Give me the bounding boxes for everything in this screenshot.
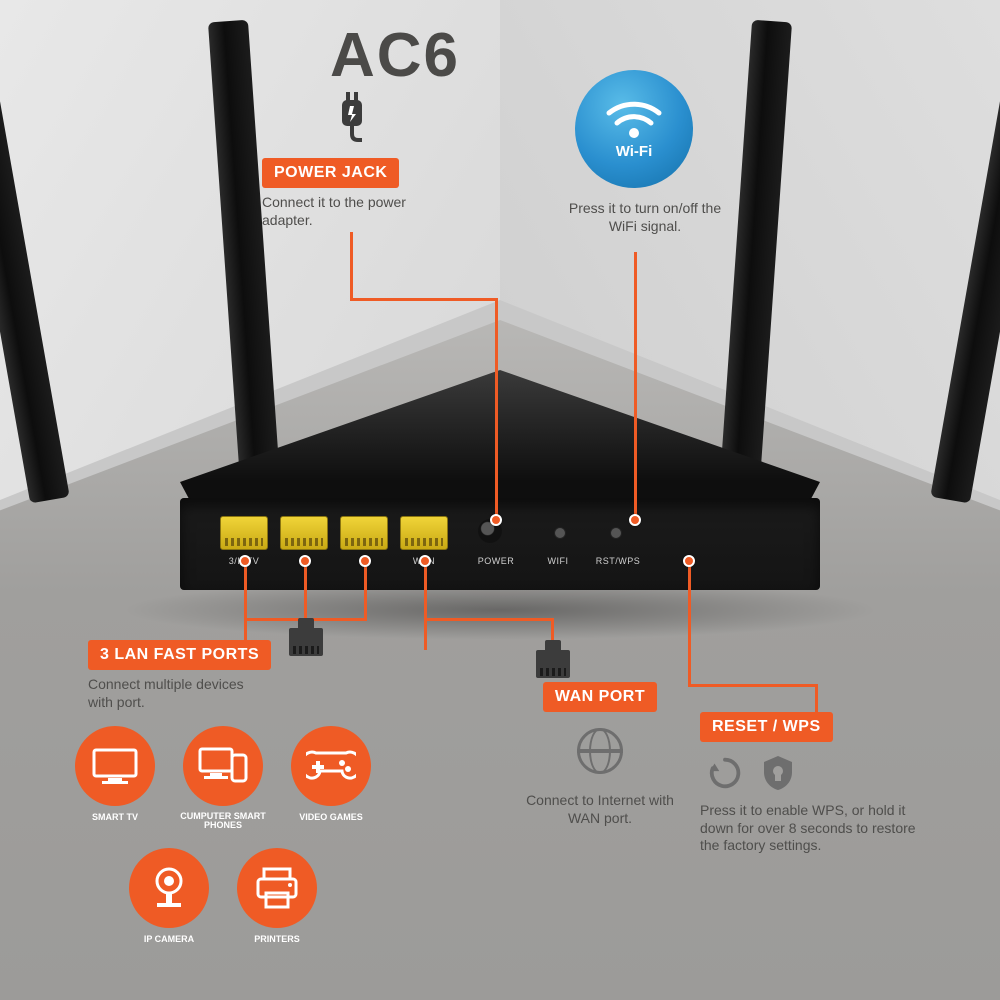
lan-callout: 3 LAN FAST PORTS Connect multiple device… bbox=[88, 640, 348, 711]
dot-lan1 bbox=[359, 555, 371, 567]
lbl-rst: RST/WPS bbox=[590, 556, 646, 566]
line-wan-h bbox=[424, 618, 554, 621]
dev-video-games: VIDEO GAMES bbox=[288, 726, 374, 831]
lbl-wifi: WIFI bbox=[538, 556, 578, 566]
lan-desc: Connect multiple devices with port. bbox=[88, 676, 258, 711]
btn-rst bbox=[610, 527, 622, 539]
line-power-v2 bbox=[495, 298, 498, 520]
power-desc: Connect it to the power adapter. bbox=[262, 194, 432, 229]
dev-video-games-label: VIDEO GAMES bbox=[288, 812, 374, 822]
line-rst-v1 bbox=[688, 560, 691, 686]
port-lan3 bbox=[220, 516, 268, 550]
devices-row2: IP CAMERA PRINTERS bbox=[126, 848, 320, 944]
dot-wifi bbox=[629, 514, 641, 526]
reset-icons bbox=[706, 754, 960, 792]
dev-smart-tv: SMART TV bbox=[72, 726, 158, 831]
lbl-power: POWER bbox=[470, 556, 522, 566]
port-lan2 bbox=[280, 516, 328, 550]
restore-icon bbox=[706, 754, 744, 792]
line-rst-v2 bbox=[815, 684, 818, 714]
power-badge: POWER JACK bbox=[262, 158, 399, 188]
wan-desc: Connect to Internet with WAN port. bbox=[510, 792, 690, 827]
dot-rst bbox=[683, 555, 695, 567]
line-power-h bbox=[350, 298, 498, 301]
dev-printers-label: PRINTERS bbox=[234, 934, 320, 944]
ports-row bbox=[220, 516, 622, 550]
line-lan3-v bbox=[244, 560, 247, 650]
dev-printers: PRINTERS bbox=[234, 848, 320, 944]
wifi-label: Wi-Fi bbox=[616, 143, 653, 160]
line-lan1-v bbox=[364, 560, 367, 620]
line-lan2-v bbox=[304, 560, 307, 620]
line-power-v1 bbox=[350, 232, 353, 300]
btn-wifi bbox=[554, 527, 566, 539]
power-callout: POWER JACK Connect it to the power adapt… bbox=[262, 158, 492, 229]
reset-callout: RESET / WPS Press it to enable WPS, or h… bbox=[700, 712, 960, 855]
wan-badge: WAN PORT bbox=[543, 682, 657, 712]
globe-icon bbox=[577, 728, 623, 774]
devices-row1: SMART TV CUMPUTER SMART PHONES VIDEO GAM… bbox=[72, 726, 374, 831]
dev-ip-camera: IP CAMERA bbox=[126, 848, 212, 944]
dev-smart-tv-label: SMART TV bbox=[72, 812, 158, 822]
lan-badge: 3 LAN FAST PORTS bbox=[88, 640, 271, 670]
router-back-panel: 3/IPTV 2 1 WAN POWER WIFI RST/WPS bbox=[180, 498, 820, 590]
wan-callout: WAN PORT Connect to Internet with WAN po… bbox=[490, 682, 710, 827]
dev-computer-phones: CUMPUTER SMART PHONES bbox=[180, 726, 266, 831]
dot-lan2 bbox=[299, 555, 311, 567]
line-wifi-v bbox=[634, 252, 637, 520]
dot-wan bbox=[419, 555, 431, 567]
dot-lan3 bbox=[239, 555, 251, 567]
port-lan1 bbox=[340, 516, 388, 550]
plug-icon bbox=[330, 92, 374, 153]
reset-badge: RESET / WPS bbox=[700, 712, 833, 742]
dev-ip-camera-label: IP CAMERA bbox=[126, 934, 212, 944]
port-wan bbox=[400, 516, 448, 550]
wifi-icon: Wi-Fi bbox=[575, 70, 693, 188]
line-wan-v bbox=[424, 560, 427, 650]
reset-desc: Press it to enable WPS, or hold it down … bbox=[700, 802, 920, 855]
wan-rj-icon bbox=[536, 650, 570, 678]
wifi-desc: Press it to turn on/off the WiFi signal. bbox=[560, 200, 730, 235]
page-title: AC6 bbox=[330, 20, 460, 91]
dev-computer-phones-label: CUMPUTER SMART PHONES bbox=[180, 812, 266, 831]
shield-icon bbox=[762, 754, 794, 792]
dot-power bbox=[490, 514, 502, 526]
